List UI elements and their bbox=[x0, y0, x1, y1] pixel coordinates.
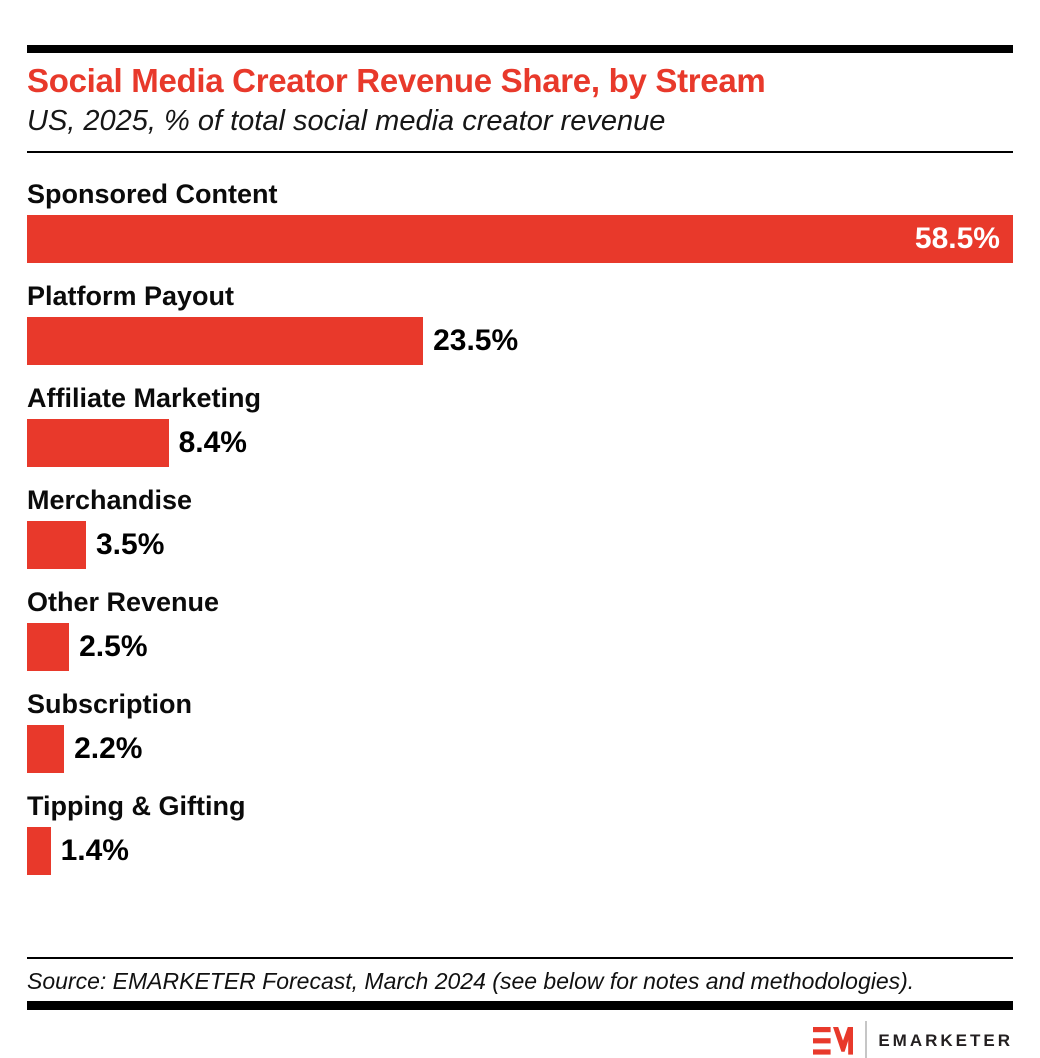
category-label: Affiliate Marketing bbox=[27, 383, 262, 413]
bar bbox=[27, 317, 424, 365]
category-label: Platform Payout bbox=[27, 281, 235, 311]
bar-row: Merchandise 3.5% bbox=[27, 485, 1013, 569]
bar-track: 2.2% bbox=[27, 725, 1013, 773]
bar-track: 58.5% bbox=[27, 215, 1013, 263]
bar-chart: Sponsored Content 58.5% Platform Payout … bbox=[27, 179, 1013, 875]
value-label: 3.5% bbox=[95, 528, 165, 561]
chart-subtitle: US, 2025, % of total social media creato… bbox=[27, 105, 666, 137]
bar-row: Platform Payout 23.5% bbox=[27, 281, 1013, 365]
logo-divider bbox=[865, 1021, 868, 1058]
value-label: 1.4% bbox=[60, 834, 129, 867]
emarketer-logo-icon bbox=[813, 1027, 854, 1055]
bar bbox=[27, 827, 51, 875]
bar-track: 1.4% bbox=[27, 827, 1013, 875]
bar-track: 2.5% bbox=[27, 623, 1013, 671]
bar bbox=[27, 419, 169, 467]
bar-row: Tipping & Gifting 1.4% bbox=[27, 791, 1013, 875]
category-label: Tipping & Gifting bbox=[27, 791, 246, 821]
bar bbox=[27, 521, 86, 569]
brand-logo: EMARKETER bbox=[27, 1021, 1013, 1058]
bar-row: Subscription 2.2% bbox=[27, 689, 1013, 773]
bar-row: Other Revenue 2.5% bbox=[27, 587, 1013, 671]
category-label: Subscription bbox=[27, 689, 193, 719]
header-divider bbox=[27, 151, 1013, 153]
bottom-rule bbox=[27, 1001, 1013, 1010]
footer-divider bbox=[27, 957, 1013, 959]
value-label: 2.2% bbox=[74, 732, 143, 765]
bar: 58.5% bbox=[27, 215, 1013, 263]
bar-track: 23.5% bbox=[27, 317, 1013, 365]
category-label: Merchandise bbox=[27, 485, 193, 515]
bar-row: Sponsored Content 58.5% bbox=[27, 179, 1013, 263]
bar bbox=[27, 725, 65, 773]
value-label: 2.5% bbox=[79, 630, 148, 663]
category-label: Other Revenue bbox=[27, 587, 220, 617]
source-note: Source: EMARKETER Forecast, March 2024 (… bbox=[27, 968, 915, 994]
bar bbox=[27, 623, 70, 671]
top-rule bbox=[27, 45, 1013, 53]
category-label: Sponsored Content bbox=[27, 179, 278, 209]
bar-track: 8.4% bbox=[27, 419, 1013, 467]
chart-title: Social Media Creator Revenue Share, by S… bbox=[27, 62, 766, 99]
value-label: 58.5% bbox=[914, 222, 1000, 255]
logo-wordmark: EMARKETER bbox=[878, 1031, 1013, 1050]
bar-track: 3.5% bbox=[27, 521, 1013, 569]
value-label: 8.4% bbox=[178, 426, 247, 459]
footer-gap bbox=[27, 893, 1013, 957]
bar-row: Affiliate Marketing 8.4% bbox=[27, 383, 1013, 467]
value-label: 23.5% bbox=[433, 324, 519, 357]
